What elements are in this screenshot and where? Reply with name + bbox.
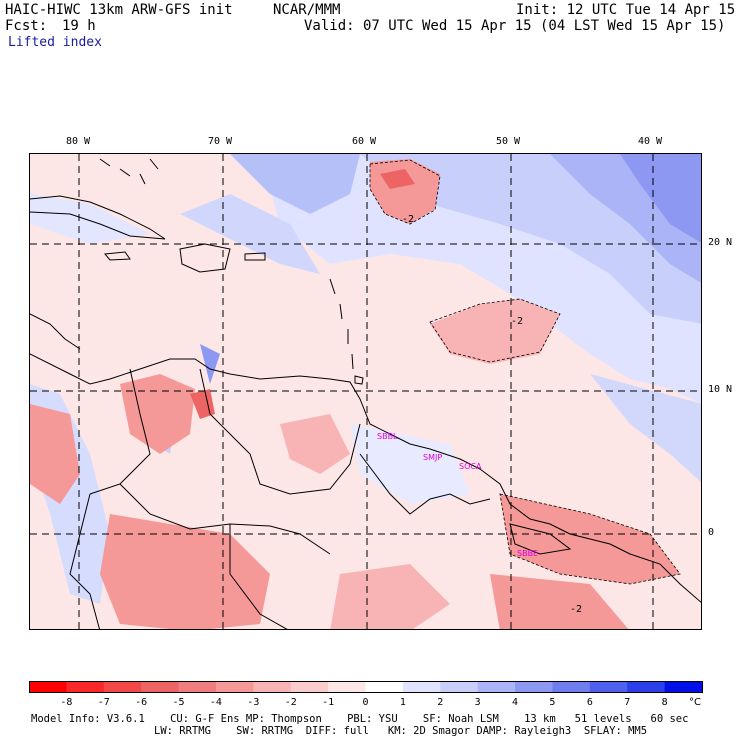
valid-time: Valid: 07 UTC Wed 15 Apr 15 (04 LST Wed … <box>304 18 726 34</box>
lon-label-80w: 80 W <box>66 136 91 147</box>
model-info: Model Info: V3.6.1 CU: G-F Ens MP: Thomp… <box>31 713 689 725</box>
colorbar-tick-label: -5 <box>173 697 185 708</box>
colorbar-swatch <box>664 681 703 692</box>
colorbar-swatch <box>365 681 404 692</box>
colorbar-swatch <box>627 681 666 692</box>
colorbar-swatch <box>29 681 67 692</box>
colorbar-tick-label: 0 <box>362 697 368 708</box>
colorbar-tick-label: -7 <box>98 697 110 708</box>
lifted-index-map: -2 -2 -2 SBBL SMJP SOCA SBBE <box>29 153 702 630</box>
colorbar-swatch <box>552 681 591 692</box>
unstable-region-pacific <box>30 404 80 504</box>
lat-label-0: 0 <box>708 527 715 538</box>
lat-label-10n: 10 N <box>708 384 733 395</box>
forecast-hour: 19 h <box>62 18 96 34</box>
lon-label-60w: 60 W <box>352 136 377 147</box>
colorbar-swatch <box>178 681 217 692</box>
lat-label-20n: 20 N <box>708 237 733 248</box>
colorbar-swatch <box>440 681 479 692</box>
contour-label-south: -2 <box>570 604 582 615</box>
forecast-label: Fcst: <box>5 18 48 34</box>
station-label: SMJP <box>423 453 442 462</box>
colorbar-tick-label: 3 <box>475 697 481 708</box>
unstable-region-para <box>490 574 629 629</box>
stable-region-caribbean <box>180 194 320 274</box>
station-label: SBBE <box>517 549 538 558</box>
init-time: Init: 12 UTC Tue 14 Apr 15 <box>516 2 736 18</box>
unstable-region-amazon-west <box>100 514 270 629</box>
colorbar-swatch <box>215 681 254 692</box>
stable-spot-hispaniola <box>200 344 220 384</box>
colorbar-swatch <box>141 681 180 692</box>
colorbar-swatch <box>589 681 628 692</box>
colorbar-swatch <box>290 681 329 692</box>
colorbar-tick-label: 6 <box>587 697 593 708</box>
colorbar-unit: °C <box>689 697 701 708</box>
unstable-core-maracaibo <box>190 389 215 419</box>
org-label: NCAR/MMM <box>273 2 341 18</box>
stable-region-east <box>590 374 701 483</box>
colorbar-tick-label: 1 <box>400 697 406 708</box>
lon-label-50w: 50 W <box>496 136 521 147</box>
colorbar-tick-label: 2 <box>437 697 443 708</box>
colorbar-tick-label: 4 <box>512 697 518 708</box>
station-label: SOCA <box>459 462 482 471</box>
stable-core-northeast <box>620 154 701 243</box>
model-physics: LW: RRTMG SW: RRTMG DIFF: full KM: 2D Sm… <box>154 725 648 737</box>
colorbar-swatch <box>253 681 292 692</box>
stable-region-guiana <box>350 424 470 504</box>
unstable-region-colombia <box>120 374 195 454</box>
colorbar: -8 -7 -6 -5 -4 -3 -2 -1 0 1 2 3 4 5 6 7 8 °C <box>29 681 703 708</box>
colorbar-tick-label: 8 <box>662 697 668 708</box>
unstable-region-amazon-east <box>330 564 450 629</box>
colorbar-tick-label: -3 <box>247 697 259 708</box>
colorbar-tick-label: -8 <box>60 697 72 708</box>
colorbar-tick-label: -4 <box>210 697 222 708</box>
coastlines <box>30 158 701 629</box>
colorbar-swatch <box>477 681 516 692</box>
colorbar-swatch <box>328 681 366 692</box>
lon-label-70w: 70 W <box>208 136 233 147</box>
graticule <box>30 154 701 629</box>
colorbar-tick-label: -6 <box>135 697 147 708</box>
map-canvas: -2 -2 -2 SBBL SMJP SOCA SBBE <box>30 154 701 629</box>
contour-label-north: -2 <box>402 214 414 225</box>
contour-lines <box>369 159 681 585</box>
field-name: Lifted index <box>8 35 102 50</box>
station-label: SBBL <box>377 432 398 441</box>
colorbar-tick-label: 5 <box>549 697 555 708</box>
model-title: HAIC-HIWC 13km ARW-GFS init <box>5 2 233 18</box>
colorbar-outline <box>29 681 703 693</box>
colorbar-tick-label: 7 <box>624 697 630 708</box>
colorbar-tick-label: -1 <box>322 697 334 708</box>
lon-label-40w: 40 W <box>638 136 663 147</box>
colorbar-tick-label: -2 <box>285 697 297 708</box>
contour-label-mid: -2 <box>511 316 523 327</box>
unstable-core-north <box>380 169 415 189</box>
unstable-band-mid <box>430 299 560 364</box>
colorbar-swatch <box>402 681 441 692</box>
colorbar-swatch <box>66 681 105 692</box>
stable-region-north-west <box>230 154 360 214</box>
unstable-region-venezuela <box>280 414 350 474</box>
colorbar-swatch <box>515 681 553 692</box>
colorbar-swatch <box>103 681 142 692</box>
